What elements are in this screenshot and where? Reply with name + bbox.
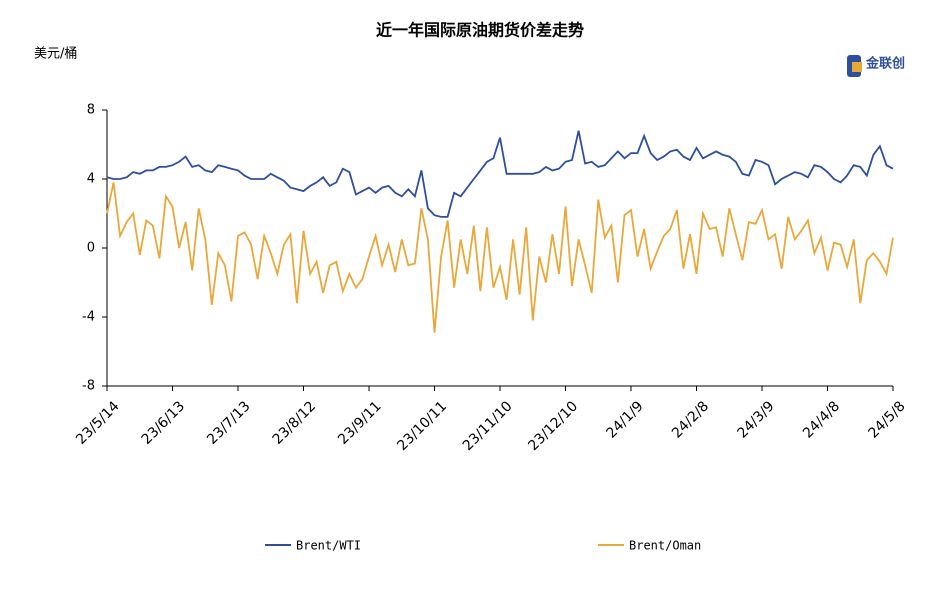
legend-label: Brent/WTI bbox=[296, 539, 361, 553]
series-line bbox=[106, 130, 894, 218]
x-tick-label: 23/11/10 bbox=[460, 398, 516, 454]
x-tick-label: 23/7/13 bbox=[204, 398, 253, 447]
x-tick-label: 24/2/8 bbox=[669, 398, 712, 441]
logo: 金联创 bbox=[847, 55, 905, 77]
legend-label: Brent/Oman bbox=[629, 539, 701, 553]
x-tick-label: 24/3/9 bbox=[734, 398, 777, 441]
x-tick-label: 24/4/8 bbox=[800, 398, 843, 441]
x-tick-label: 23/12/10 bbox=[525, 398, 581, 454]
series-line bbox=[106, 182, 894, 333]
logo-text: 金联创 bbox=[865, 56, 905, 72]
x-tick-label: 23/8/12 bbox=[270, 398, 319, 447]
x-tick-label: 24/1/9 bbox=[603, 398, 646, 441]
y-axis-label: 美元/桶 bbox=[34, 47, 77, 62]
y-tick-label: 0 bbox=[87, 241, 95, 256]
x-tick-label: 23/10/11 bbox=[394, 398, 450, 454]
y-tick-label: -4 bbox=[82, 310, 95, 325]
x-tick-label: 24/5/8 bbox=[865, 398, 908, 441]
logo-icon bbox=[852, 62, 862, 72]
x-tick-label: 23/5/14 bbox=[73, 398, 123, 448]
y-tick-label: -8 bbox=[82, 379, 95, 394]
x-tick-label: 23/9/11 bbox=[335, 398, 384, 447]
x-tick-label: 23/6/13 bbox=[139, 398, 188, 447]
y-tick-label: 8 bbox=[87, 103, 95, 118]
chart-title: 近一年国际原油期货价差走势 bbox=[376, 21, 584, 40]
y-tick-label: 4 bbox=[87, 172, 95, 187]
